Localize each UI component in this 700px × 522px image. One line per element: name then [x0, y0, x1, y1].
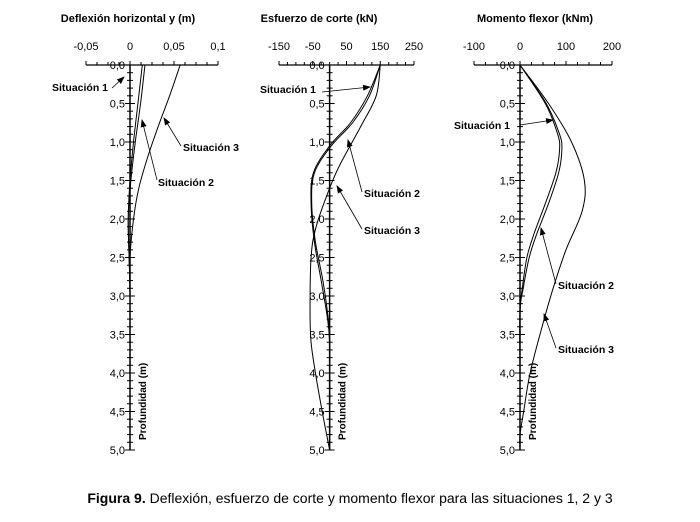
y-tick-label: 3,5 [110, 330, 125, 342]
x-tick-label: 150 [371, 41, 389, 53]
x-tick-label: 50 [340, 41, 352, 53]
annotation-arrow [111, 76, 125, 89]
chart-title: Deflexión horizontal y (m) [61, 13, 196, 25]
y-tick-label: 3,0 [110, 291, 125, 303]
y-tick-label: 0,0 [309, 60, 324, 72]
x-tick-label: 0,05 [163, 41, 184, 53]
y-tick-label: 3,5 [309, 330, 324, 342]
y-tick-label: 5,0 [500, 445, 515, 457]
annotation-arrow [519, 118, 554, 126]
x-tick-label: 250 [405, 41, 423, 53]
y-tick-label: 4,5 [500, 407, 515, 419]
y-axis-label: Profundidad (m) [528, 363, 539, 440]
series-line-situacion-3 [309, 64, 381, 451]
annotation-arrow [336, 185, 363, 230]
y-tick-label: 4,0 [500, 368, 515, 380]
annotation-arrow [321, 84, 371, 93]
y-tick-label: 1,0 [309, 137, 324, 149]
x-tick-label: 200 [603, 41, 621, 53]
series-line-situacion-3 [129, 64, 181, 450]
chart-title: Momento flexor (kNm) [477, 13, 593, 25]
annotation-label: Situación 3 [183, 142, 239, 154]
y-tick-label: 3,0 [500, 291, 515, 303]
annotation-label: Situación 1 [52, 82, 108, 94]
y-tick-label: 2,5 [110, 253, 125, 265]
caption-label: Figura 9. [87, 490, 146, 506]
y-tick-label: 0,5 [110, 99, 125, 111]
y-tick-label: 4,0 [309, 368, 324, 380]
y-tick-label: 1,5 [110, 176, 125, 188]
annotation-label: Situación 1 [454, 120, 510, 132]
annotation-arrow [140, 119, 158, 181]
y-axis-label: Profundidad (m) [138, 363, 149, 440]
y-tick-label: 0,0 [500, 60, 515, 72]
y-tick-label: 2,0 [500, 214, 515, 226]
y-tick-label: 4,5 [110, 407, 125, 419]
figure-caption: Figura 9. Deflexión, esfuerzo de corte y… [0, 490, 700, 506]
annotation-arrow [346, 139, 363, 193]
y-tick-label: 1,0 [500, 137, 515, 149]
y-tick-label: 5,0 [309, 445, 324, 457]
annotation-label: Situación 1 [260, 84, 316, 96]
y-axis-label: Profundidad (m) [338, 363, 349, 440]
annotation-label: Situación 3 [558, 344, 614, 356]
y-tick-label: 2,5 [500, 253, 515, 265]
y-tick-label: 5,0 [110, 445, 125, 457]
y-tick-label: 4,5 [309, 407, 324, 419]
series-line-situacion-2 [311, 64, 381, 450]
y-tick-label: 0,5 [309, 99, 324, 111]
annotation-arrow [163, 117, 182, 147]
annotation-label: Situación 3 [364, 225, 420, 237]
series-line-situacion-3 [519, 64, 586, 451]
annotation-arrow [543, 313, 557, 349]
x-tick-label: 0,1 [210, 41, 225, 53]
annotation-label: Situación 2 [158, 177, 214, 189]
series-line-situacion-2 [519, 64, 563, 450]
y-tick-label: 2,0 [110, 214, 125, 226]
x-tick-label: -100 [463, 41, 485, 53]
y-tick-label: 1,0 [110, 137, 125, 149]
y-tick-label: 0,5 [500, 99, 515, 111]
y-tick-label: 3,0 [309, 291, 324, 303]
y-tick-label: 3,5 [500, 330, 515, 342]
figure-panels: Deflexión horizontal y (m) -0,05 0 0,05 0,1 0… [52, 13, 621, 457]
x-tick-label: 100 [557, 41, 575, 53]
x-tick-label: -150 [268, 41, 290, 53]
y-tick-label: 4,0 [110, 368, 125, 380]
chart-panel-2: Esfuerzo de corte (kN) -150 -50 50 150 250 0,0… [260, 13, 423, 457]
series-line-situacion-1 [519, 64, 561, 450]
x-tick-label: -50 [305, 41, 321, 53]
annotation-label: Situación 2 [364, 188, 420, 200]
y-tick-label: 0,0 [110, 60, 125, 72]
x-tick-label: 0 [127, 41, 133, 53]
chart-title: Esfuerzo de corte (kN) [261, 13, 378, 25]
annotation-label: Situación 2 [558, 280, 614, 292]
y-tick-label: 1,5 [500, 176, 515, 188]
x-tick-label: -0,05 [73, 41, 98, 53]
x-tick-label: 0 [517, 41, 523, 53]
annotation-arrow [539, 227, 557, 285]
caption-text: Deflexión, esfuerzo de corte y momento f… [145, 490, 613, 506]
chart-panel-3: Momento flexor (kNm) -100 0 100 200 0,0 0,5 1,0… [454, 13, 621, 457]
chart-panel-1: Deflexión horizontal y (m) -0,05 0 0,05 0,1 0… [52, 13, 239, 457]
